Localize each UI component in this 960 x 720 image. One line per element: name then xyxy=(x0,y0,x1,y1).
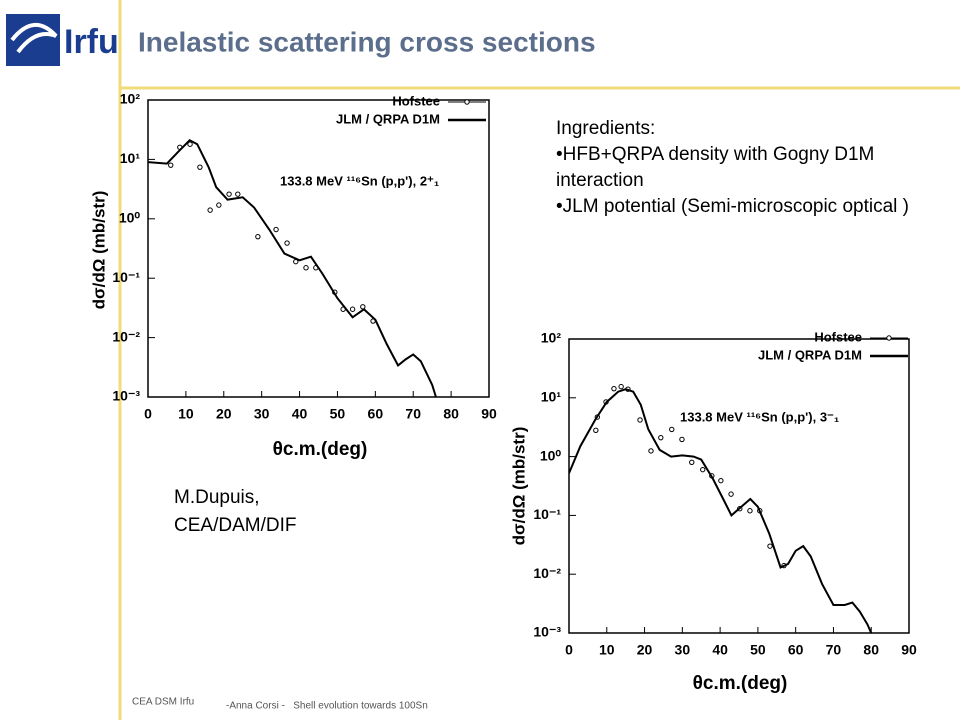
annotation: 133.8 MeV ¹¹⁶Sn (p,p'), 2⁺₁ xyxy=(280,173,439,188)
x-tick-label: 90 xyxy=(901,642,917,658)
data-point xyxy=(728,491,734,497)
author: M.Dupuis, CEA/DAM/DIF xyxy=(174,484,296,540)
y-tick-label: 10⁻² xyxy=(533,565,561,581)
plot-area xyxy=(569,383,873,633)
x-tick-label: 80 xyxy=(443,406,459,422)
ingredient-item: •HFB+QRPA density with Gogny D1M interac… xyxy=(556,144,875,191)
ingredient-item: •JLM potential (Semi-microscopic optical… xyxy=(556,196,909,217)
ingredients-heading: Ingredients: xyxy=(556,118,656,139)
data-point xyxy=(593,427,599,434)
x-tick-label: 50 xyxy=(330,406,346,422)
data-point xyxy=(226,191,232,197)
legend-swatch xyxy=(886,335,892,341)
y-tick-label: 10¹ xyxy=(120,150,141,166)
chart: 0 10 20 30 40 50 60 70 80 90 10² 10¹ 10⁰ 10⁻¹ 10⁻² 10⁻³… xyxy=(89,91,497,460)
legend-label: Hofstee xyxy=(392,93,440,108)
data-point xyxy=(611,385,617,392)
x-tick-label: 10 xyxy=(599,642,615,658)
data-point xyxy=(689,459,695,465)
data-point xyxy=(235,191,241,197)
ingredients: Ingredients: •HFB+QRPA density with Gogn… xyxy=(556,116,926,220)
x-tick-label: 30 xyxy=(675,642,691,658)
x-tick-label: 20 xyxy=(637,642,653,658)
x-tick-label: 10 xyxy=(178,406,194,422)
x-tick-label: 70 xyxy=(405,406,421,422)
x-tick-label: 90 xyxy=(481,406,497,422)
footer-right: -Anna Corsi - Shell evolution towards 10… xyxy=(226,701,428,712)
data-point xyxy=(767,543,773,549)
author-line: M.Dupuis, xyxy=(174,487,260,508)
slide-title: Inelastic scattering cross sections xyxy=(138,26,596,57)
x-tick-label: 40 xyxy=(712,642,728,658)
annotation: 133.8 MeV ¹¹⁶Sn (p,p'), 3⁻₁ xyxy=(680,409,839,424)
plot-frame xyxy=(568,338,910,634)
data-point xyxy=(273,226,279,233)
legend-label: JLM / QRPA D1M xyxy=(758,347,862,362)
data-point xyxy=(648,448,654,454)
y-axis-label: dσ/dΩ (mb/str) xyxy=(509,427,528,546)
plot-area xyxy=(148,139,437,397)
x-tick-label: 70 xyxy=(826,642,842,658)
x-tick-label: 60 xyxy=(788,642,804,658)
data-point xyxy=(197,164,203,170)
logo-swirl xyxy=(10,23,58,54)
data-point xyxy=(637,417,643,423)
data-point xyxy=(216,202,222,208)
y-tick-label: 10⁰ xyxy=(540,447,562,463)
theory-curve xyxy=(569,388,873,633)
logo-text: Irfu xyxy=(64,23,119,61)
data-point xyxy=(284,240,290,246)
x-tick-label: 40 xyxy=(292,406,308,422)
data-point xyxy=(187,141,193,147)
author-line: CEA/DAM/DIF xyxy=(174,515,297,536)
x-tick-label: 20 xyxy=(216,406,232,422)
legend-label: Hofstee xyxy=(814,329,862,344)
y-tick-label: 10⁰ xyxy=(119,210,141,226)
y-tick-label: 10¹ xyxy=(541,389,562,405)
data-point xyxy=(349,306,356,312)
footer-left: CEA DSM Irfu xyxy=(132,697,194,708)
y-tick-label: 10⁻³ xyxy=(112,388,140,404)
y-tick-label: 10² xyxy=(541,330,562,346)
data-point xyxy=(303,265,309,271)
x-tick-label: 0 xyxy=(565,642,573,658)
data-point xyxy=(669,426,675,433)
x-tick-label: 50 xyxy=(750,642,766,658)
y-axis-label: dσ/dΩ (mb/str) xyxy=(89,191,108,310)
data-point xyxy=(747,508,753,514)
data-point xyxy=(700,466,706,473)
y-tick-label: 10² xyxy=(120,91,141,107)
data-point xyxy=(168,162,174,168)
chart: 0 10 20 30 40 50 60 70 80 90 10² 10¹ 10⁰ 10⁻¹ 10⁻² 10⁻³… xyxy=(509,329,917,694)
x-axis-label: θc.m.(deg) xyxy=(273,439,368,460)
x-tick-label: 0 xyxy=(144,406,152,422)
y-tick-label: 10⁻¹ xyxy=(112,269,140,285)
data-point xyxy=(679,436,685,443)
data-point xyxy=(718,477,724,484)
legend-label: JLM / QRPA D1M xyxy=(336,111,440,126)
x-tick-label: 80 xyxy=(863,642,879,658)
x-axis-label: θc.m.(deg) xyxy=(693,673,788,694)
data-point xyxy=(255,233,261,240)
data-point xyxy=(618,383,624,390)
plot-frame xyxy=(147,99,490,398)
data-point xyxy=(207,207,213,213)
y-tick-label: 10⁻² xyxy=(112,328,140,344)
data-point xyxy=(658,434,664,441)
x-tick-label: 60 xyxy=(368,406,384,422)
x-tick-label: 30 xyxy=(254,406,270,422)
theory-curve xyxy=(148,139,437,397)
y-tick-label: 10⁻³ xyxy=(533,624,561,640)
y-tick-label: 10⁻¹ xyxy=(533,506,561,522)
legend-swatch xyxy=(464,99,470,105)
